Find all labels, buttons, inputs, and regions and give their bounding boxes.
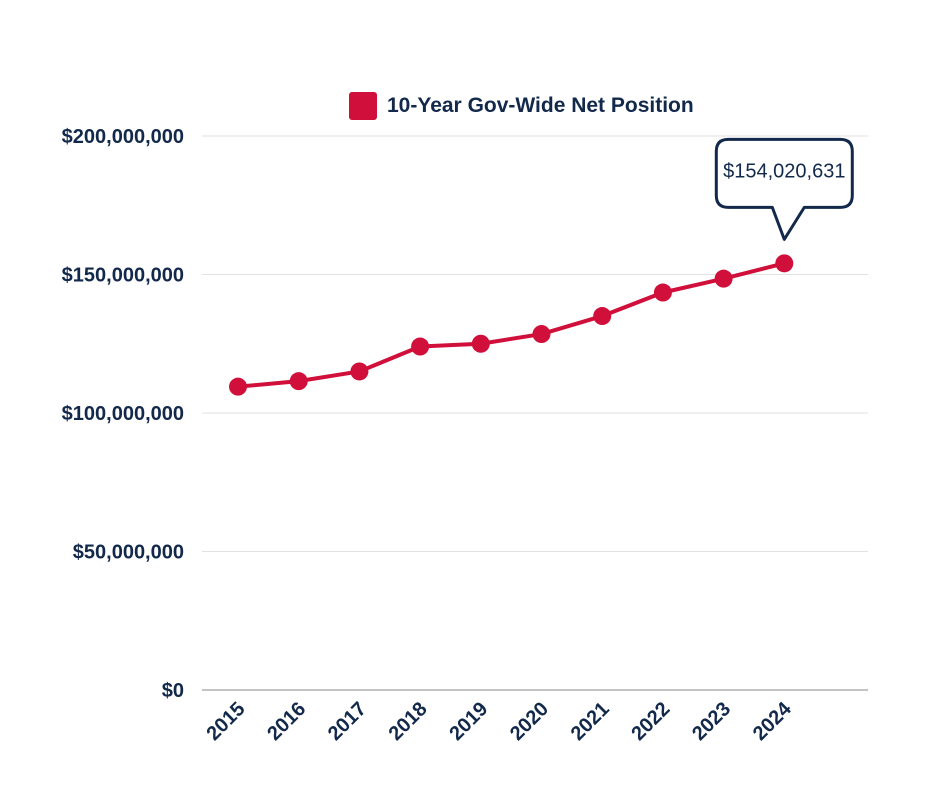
value-callout: $154,020,631 [714,137,854,241]
x-axis: 2015 2016 2017 2018 2019 2020 2021 2022 2023 2024 [203,697,797,745]
data-point [289,372,308,391]
callout-text: $154,020,631 [723,160,845,182]
data-point [653,283,672,302]
legend-label: 10-Year Gov-Wide Net Position [387,94,694,117]
x-tick-label: 2015 [203,698,250,745]
y-tick-label: $50,000,000 [73,542,184,564]
y-tick-label: $100,000,000 [62,403,184,425]
series [229,254,794,396]
data-point [411,337,430,356]
legend-swatch [349,92,377,120]
x-tick-label: 2024 [749,697,797,745]
x-tick-label: 2016 [263,698,310,745]
data-point [471,334,490,353]
data-point [775,254,794,273]
y-axis: $0 $50,000,000 $100,000,000 $150,000,000 $20… [62,126,184,702]
x-tick-label: 2017 [324,698,371,745]
callout-box [714,137,854,241]
series-line [236,261,787,389]
x-tick-label: 2020 [506,698,553,745]
data-point [714,269,733,288]
y-tick-label: $0 [162,680,184,702]
y-tick-label: $150,000,000 [62,265,184,287]
x-tick-label: 2018 [385,698,432,745]
data-point [532,325,551,344]
data-point [593,307,612,326]
data-point [350,362,369,381]
x-tick-label: 2022 [627,698,674,745]
data-point [229,377,247,396]
legend: 10-Year Gov-Wide Net Position [349,92,694,120]
y-tick-label: $200,000,000 [62,126,184,148]
gridlines [202,135,868,691]
x-tick-label: 2021 [567,698,614,745]
x-tick-label: 2019 [445,698,492,745]
x-tick-label: 2023 [688,698,735,745]
